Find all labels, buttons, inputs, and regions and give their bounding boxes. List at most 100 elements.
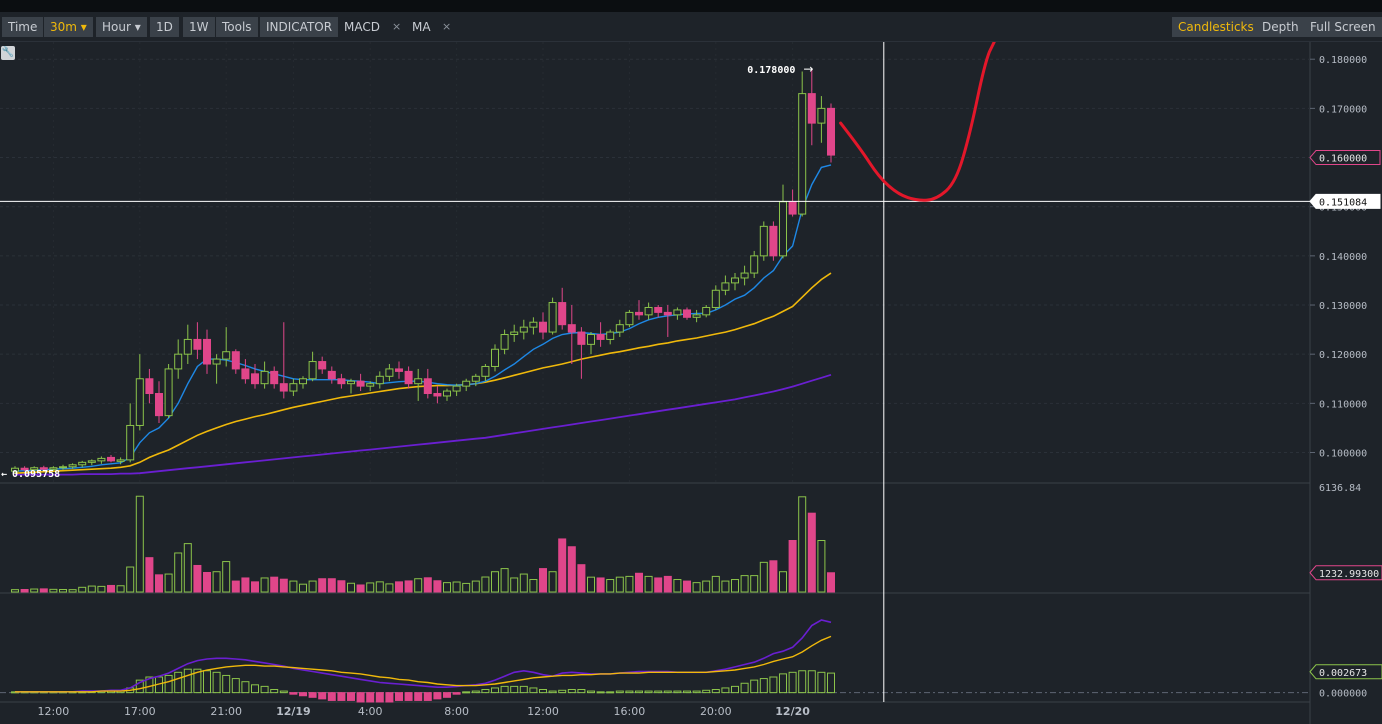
time-button[interactable]: Time (2, 17, 44, 37)
volume-bar (59, 589, 67, 593)
volume-bar (740, 575, 749, 593)
candle-body (183, 338, 192, 355)
volume-bar (471, 580, 480, 593)
macd-indicator-tag[interactable]: MACD (344, 20, 380, 34)
candle-body (145, 378, 154, 395)
volume-bar (817, 540, 826, 593)
candle-body (471, 375, 480, 382)
close-ma-icon[interactable]: × (442, 20, 452, 33)
volume-bar (404, 580, 413, 593)
macd-histogram-bar (231, 678, 240, 694)
chart-toolbar: Time 30m ▾ Hour ▾ 1D 1W Tools INDICATOR … (0, 12, 1382, 42)
candle-body (375, 375, 384, 385)
volume-bar (145, 557, 154, 593)
candle-body (644, 306, 653, 316)
close-macd-icon[interactable]: × (392, 20, 402, 33)
candle-body (740, 272, 749, 279)
1d-button[interactable]: 1D (150, 17, 179, 37)
candle-body (39, 467, 48, 470)
macd-histogram-bar (606, 691, 615, 694)
candlesticks-button[interactable]: Candlesticks (1172, 17, 1260, 37)
macd-histogram-bar (769, 676, 778, 694)
price-tick-label: 0.100000 (1319, 449, 1367, 460)
macd-histogram-bar (529, 687, 538, 694)
volume-bar (644, 575, 653, 593)
macd-histogram-bar (337, 692, 346, 701)
macd-histogram-bar (251, 684, 259, 694)
candle-body (318, 361, 327, 370)
macd-histogram-bar (654, 690, 663, 694)
macd-histogram-bar (711, 689, 720, 694)
candle-body (11, 467, 19, 472)
fullscreen-button[interactable]: Full Screen (1304, 17, 1382, 37)
macd-histogram-bar (174, 671, 183, 694)
macd-histogram-bar (491, 687, 499, 694)
annotation-layer: 0.178000 → ← 0.095758 (0, 42, 1310, 702)
candle-body (222, 351, 231, 360)
macd-histogram-bar (596, 691, 605, 694)
volume-bar (807, 512, 816, 593)
macd-histogram-bar (635, 690, 643, 694)
ma-slow-line (15, 373, 832, 476)
chart-background (0, 42, 1382, 724)
volume-bar (193, 564, 202, 593)
volume-bar (452, 581, 461, 593)
macd-histogram-bar (759, 678, 768, 694)
candle-body (423, 378, 432, 395)
volume-bar (827, 572, 835, 593)
ma-indicator-tag[interactable]: MA (412, 20, 431, 34)
macd-histogram-bar (222, 674, 231, 694)
price-tick-label: 0.140000 (1319, 252, 1367, 263)
macd-histogram-bar (625, 690, 634, 694)
candle-body (721, 282, 730, 291)
hour-dropdown[interactable]: Hour ▾ (96, 17, 147, 37)
candle-body (491, 348, 499, 367)
candle-body (337, 378, 346, 385)
macd-histogram-bar (683, 690, 691, 694)
volume-bar (126, 566, 135, 593)
volume-bar (510, 577, 519, 593)
macd-histogram-bar (481, 689, 490, 694)
candle-body (433, 393, 442, 397)
min-price-label: 0.095758 (12, 469, 60, 480)
candle-body (596, 334, 605, 340)
volume-bar (107, 584, 115, 593)
macd-histogram-bar (193, 668, 202, 694)
interval-dropdown[interactable]: 30m ▾ (44, 17, 93, 37)
candle-body (711, 289, 720, 308)
macd-histogram-bar (510, 685, 519, 694)
tools-button[interactable]: Tools (216, 17, 258, 37)
volume-bar (539, 568, 547, 593)
candle-body (260, 370, 269, 385)
volume-bar (577, 564, 586, 593)
candle-body (279, 383, 288, 392)
volume-bar (260, 577, 269, 593)
candle-body (635, 311, 643, 316)
candle-body (817, 107, 826, 124)
volume-bar (222, 561, 231, 593)
last-price-label: 0.160000 (1319, 154, 1367, 165)
macd-histogram-bar (385, 692, 394, 703)
volume-bar (414, 578, 423, 593)
hour-label: Hour (102, 20, 131, 34)
volume-current-label: 1232.99300 (1319, 569, 1379, 580)
candle-body (414, 378, 423, 385)
candle-body (356, 380, 365, 387)
volume-bar (39, 588, 48, 593)
indicator-button[interactable]: INDICATOR (260, 17, 339, 37)
candle-body (395, 368, 403, 372)
crosshair-price-tag (1309, 193, 1381, 209)
volume-bar (375, 581, 384, 593)
candle-body (155, 393, 163, 417)
depth-button[interactable]: Depth (1256, 17, 1305, 37)
volume-bar (443, 582, 451, 593)
candle-body (164, 368, 173, 417)
candle-body (327, 370, 336, 380)
volume-bar (78, 586, 87, 593)
max-price-label: 0.178000 (747, 65, 795, 76)
1w-button[interactable]: 1W (183, 17, 215, 37)
wrench-icon[interactable]: 🔧 (1, 46, 15, 60)
price-chart[interactable]: 0.178000 → ← 0.095758 0.180000 0.170000 0.160… (0, 42, 1382, 724)
macd-histogram-bar (500, 685, 509, 694)
min-price-arrow-icon: ← (1, 469, 7, 480)
